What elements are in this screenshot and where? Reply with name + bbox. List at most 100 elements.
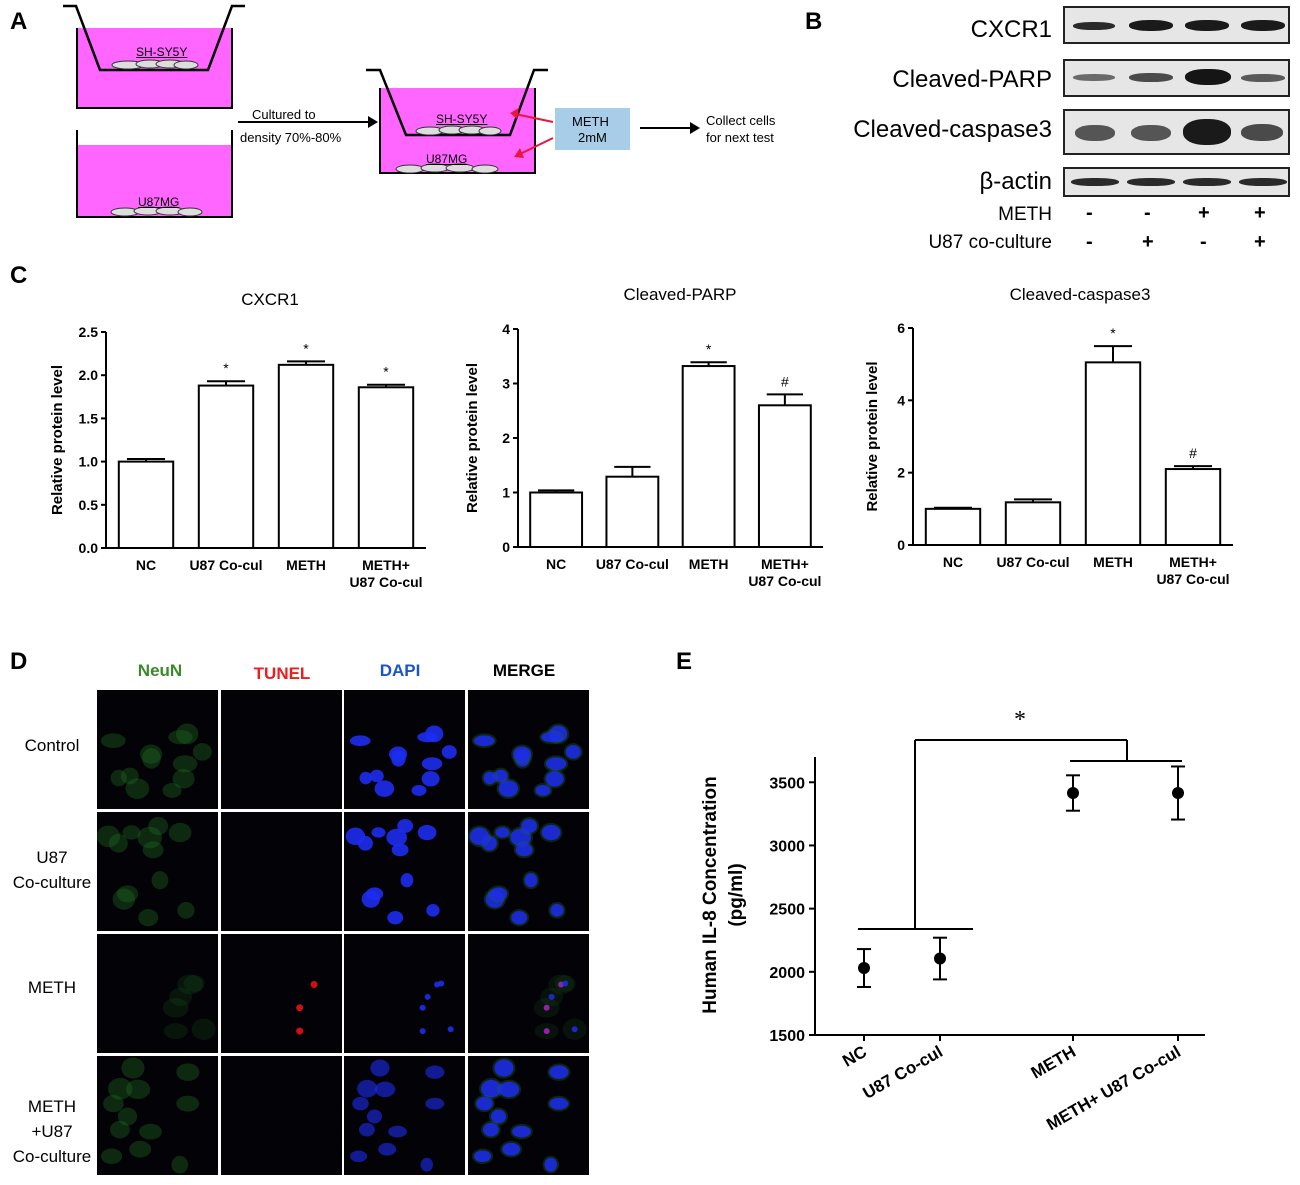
upper-transwell-insert (63, 4, 245, 72)
y-tick-label: 1.5 (79, 410, 99, 426)
merge-signal (510, 911, 527, 925)
y-tick-label: 1500 (769, 1028, 805, 1045)
neun-signal (100, 733, 126, 749)
blot-label-cleaved-caspase3: Cleaved-caspase3 (853, 116, 1052, 143)
blot-label-cleaved-parp: Cleaved-PARP (892, 66, 1052, 93)
neun-signal (162, 998, 189, 1018)
micro-col-neun: NeuN (137, 661, 183, 680)
dapi-nucleus (359, 1122, 375, 1137)
neun-signal (125, 1079, 151, 1100)
bar (605, 475, 660, 549)
dapi-nucleus (369, 769, 384, 783)
coculture-upper-label: SH-SY5Y (436, 112, 488, 126)
dapi-nucleus (357, 1079, 378, 1098)
merge-signal (565, 745, 581, 759)
merge-signal (520, 818, 537, 833)
y-tick-label: 2.5 (79, 324, 99, 340)
y-axis-label: Human IL-8 Concentration (700, 776, 721, 1014)
chart-title-cleaved-caspase3: Cleaved-caspase3 (1009, 285, 1151, 304)
micrograph-tile (97, 812, 218, 931)
neun-signal (110, 769, 127, 787)
panel-letter-b: B (805, 8, 823, 35)
micrograph-tile (344, 934, 465, 1053)
neun-signal (137, 826, 163, 849)
neun-signal (103, 1094, 124, 1113)
y-tick-label: 1 (502, 485, 510, 501)
data-point (858, 962, 870, 975)
neun-signal (172, 769, 195, 789)
y-tick-label: 2000 (769, 965, 805, 982)
treatment-label-line1: METH (572, 114, 609, 129)
category-label: METH+ (362, 557, 410, 573)
lower-cells (110, 206, 203, 217)
merge-signal (473, 1150, 491, 1163)
dapi-nucleus (365, 887, 384, 901)
y-tick-label: 4 (502, 321, 510, 337)
meth-sign-1: - (1086, 202, 1093, 224)
dapi-nucleus (421, 771, 440, 787)
micrograph-tile (467, 690, 589, 809)
dapi-nucleus (371, 827, 386, 838)
bar (357, 386, 415, 549)
category-label: U87 Co-cul (1156, 571, 1229, 587)
neun-signal (122, 825, 141, 840)
neun-signal (121, 1057, 145, 1079)
il8-scatter-plot: Human IL-8 Concentration (pg/ml) 1500 2000 2… (700, 707, 1205, 1134)
dapi-nucleus (424, 993, 431, 1000)
neun-signal (142, 841, 164, 859)
u87-sign-2: + (1142, 231, 1154, 253)
treatment-label-line2: 2mM (578, 130, 607, 145)
micrograph-tile (220, 812, 342, 931)
blot-label-cxcr1: CXCR1 (970, 16, 1052, 43)
neun-signal (129, 1140, 152, 1158)
neun-signal (191, 1018, 216, 1040)
micrograph-tile (344, 1056, 465, 1175)
category-label: NC (943, 554, 963, 570)
category-label: METH+ (761, 556, 809, 572)
category-label: NC (136, 557, 156, 573)
upper-cell-label: SH-SY5Y (136, 45, 188, 59)
dapi-nucleus (389, 746, 408, 762)
dapi-nucleus (359, 771, 372, 785)
bar (1004, 501, 1062, 546)
dapi-nucleus (419, 1004, 426, 1011)
culture-text-line1: Cultured to (252, 107, 316, 122)
neun-signal (172, 755, 198, 773)
dapi-nucleus (411, 785, 427, 796)
dapi-nucleus (378, 1142, 397, 1156)
micrograph-tile (220, 690, 342, 809)
category-label: NC (839, 1042, 870, 1071)
micrograph-tile (467, 934, 589, 1053)
dapi-nucleus (370, 1059, 390, 1077)
micro-row-meth: METH (27, 978, 77, 997)
u87-sign-3: - (1200, 231, 1207, 253)
merge-signal (475, 1096, 493, 1111)
merge-signal (548, 1097, 568, 1110)
dapi-nucleus (388, 1125, 407, 1138)
dapi-nucleus (419, 1028, 426, 1035)
y-tick-label: 6 (897, 320, 905, 336)
merge-signal (469, 827, 489, 846)
blot-beta-actin (1063, 167, 1290, 197)
micrograph-tile (97, 934, 218, 1053)
micrograph-tile (97, 690, 218, 809)
data-point (934, 952, 946, 965)
bar (924, 507, 982, 546)
category-label: U87 Co-cul (189, 557, 262, 573)
merge-signal (490, 1109, 506, 1124)
merge-signal (498, 780, 518, 797)
merge-signal (498, 1081, 519, 1098)
micrograph-tile (467, 1056, 589, 1175)
bar (681, 365, 736, 549)
micro-row-control: Control (24, 736, 80, 755)
y-tick-label: 0.5 (79, 497, 99, 513)
y-tick-label: 3500 (769, 775, 805, 792)
neun-signal (101, 1148, 123, 1165)
micrograph-tile (220, 1056, 342, 1175)
merge-signal (515, 843, 533, 857)
dapi-nucleus (345, 827, 366, 846)
significance-mark: * (383, 364, 389, 380)
dapi-nucleus (374, 780, 395, 797)
collect-label-line1: Collect cells (706, 113, 776, 128)
merge-signal (473, 735, 495, 747)
